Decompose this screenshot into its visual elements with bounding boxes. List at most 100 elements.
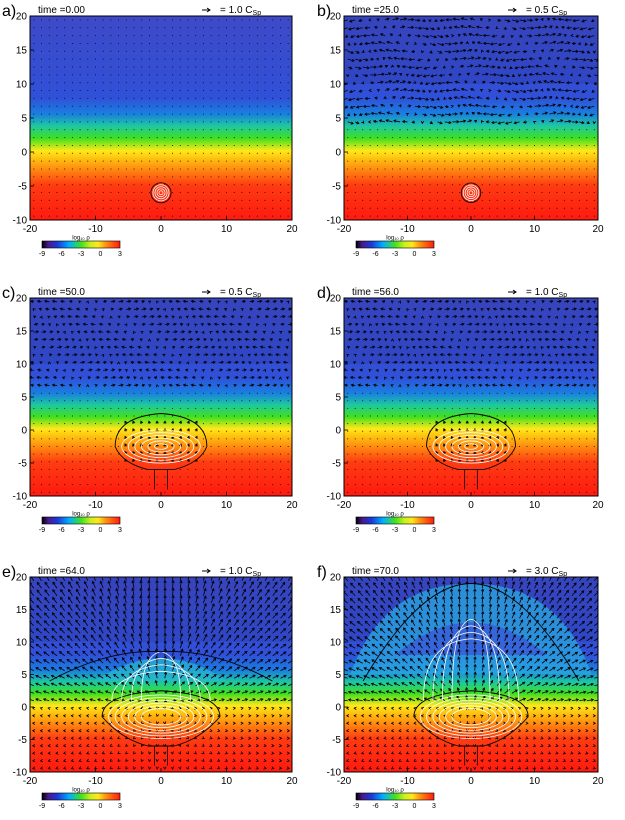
velocity-dot bbox=[392, 438, 394, 440]
velocity-dot bbox=[534, 468, 535, 470]
velocity-dot bbox=[384, 160, 386, 162]
velocity-arrow bbox=[439, 90, 445, 92]
velocity-arrowhead bbox=[188, 330, 192, 334]
velocity-dot bbox=[451, 184, 453, 186]
velocity-dot bbox=[118, 105, 120, 107]
velocity-arrowhead bbox=[469, 322, 473, 326]
velocity-arrowhead bbox=[196, 353, 201, 357]
velocity-dot bbox=[118, 19, 120, 21]
velocity-dot bbox=[118, 35, 120, 37]
velocity-dot bbox=[48, 491, 50, 493]
velocity-dot bbox=[102, 152, 104, 154]
velocity-dot bbox=[195, 42, 197, 44]
velocity-dot bbox=[399, 400, 401, 402]
velocity-dot bbox=[102, 129, 104, 131]
velocity-arrowhead bbox=[551, 337, 555, 342]
velocity-dot bbox=[95, 90, 96, 92]
velocity-dot bbox=[41, 152, 43, 154]
velocity-dot bbox=[241, 113, 243, 115]
velocity-arrowhead bbox=[549, 360, 553, 365]
velocity-dot bbox=[256, 407, 258, 409]
velocity-dot bbox=[141, 215, 143, 217]
velocity-arrowhead bbox=[52, 376, 57, 380]
velocity-arrowhead bbox=[132, 420, 136, 424]
velocity-dot bbox=[95, 461, 96, 463]
velocity-dot bbox=[210, 19, 212, 21]
velocity-arrow bbox=[438, 82, 445, 84]
velocity-arrowhead bbox=[220, 353, 224, 357]
velocity-arrowhead bbox=[532, 121, 537, 124]
velocity-dot bbox=[210, 461, 212, 463]
colorbar-tick-label: -3 bbox=[78, 527, 84, 534]
velocity-dot bbox=[241, 144, 243, 146]
velocity-dot bbox=[218, 160, 220, 162]
velocity-arrowhead bbox=[563, 323, 567, 327]
velocity-arrow bbox=[526, 19, 533, 21]
velocity-arrowhead bbox=[566, 383, 570, 387]
velocity-dot bbox=[48, 176, 50, 178]
velocity-arrowhead bbox=[283, 368, 288, 372]
velocity-arrowhead bbox=[458, 73, 462, 77]
velocity-arrowhead bbox=[517, 331, 521, 334]
velocity-dot bbox=[384, 453, 386, 455]
velocity-dot bbox=[110, 484, 112, 486]
velocity-dot bbox=[226, 42, 227, 44]
velocity-dot bbox=[148, 192, 150, 194]
velocity-dot bbox=[347, 484, 349, 486]
velocity-dot bbox=[287, 491, 289, 493]
velocity-arrowhead bbox=[566, 26, 570, 30]
velocity-dot bbox=[172, 137, 174, 139]
velocity-arrowhead bbox=[36, 375, 40, 380]
velocity-dot bbox=[95, 184, 96, 186]
velocity-dot bbox=[210, 160, 212, 162]
velocity-dot bbox=[210, 129, 212, 131]
velocity-arrowhead bbox=[488, 435, 492, 439]
velocity-dot bbox=[118, 74, 120, 76]
velocity-dot bbox=[195, 50, 197, 52]
velocity-dot bbox=[56, 453, 58, 455]
velocity-arrowhead bbox=[411, 49, 415, 54]
velocity-arrowhead bbox=[259, 345, 264, 349]
velocity-arrowhead bbox=[362, 353, 366, 357]
velocity-dot bbox=[33, 19, 35, 21]
velocity-arrowhead bbox=[566, 57, 570, 61]
velocity-dot bbox=[384, 423, 386, 425]
velocity-arrowhead bbox=[500, 315, 505, 319]
velocity-dot bbox=[362, 152, 364, 154]
velocity-dot bbox=[110, 58, 112, 60]
velocity-dot bbox=[241, 27, 243, 29]
velocity-dot bbox=[241, 176, 243, 178]
velocity-dot bbox=[429, 144, 431, 146]
velocity-dot bbox=[421, 199, 423, 201]
velocity-dot bbox=[71, 97, 73, 99]
velocity-dot bbox=[48, 407, 50, 409]
velocity-arrow bbox=[498, 121, 505, 124]
velocity-dot bbox=[414, 430, 416, 432]
velocity-dot bbox=[79, 137, 81, 139]
velocity-dot bbox=[429, 476, 431, 478]
velocity-arrowhead bbox=[503, 323, 507, 327]
velocity-arrowhead bbox=[209, 376, 214, 380]
velocity-dot bbox=[233, 215, 235, 217]
velocity-dot bbox=[233, 137, 235, 139]
velocity-dot bbox=[241, 184, 243, 186]
velocity-arrowhead bbox=[545, 33, 550, 37]
velocity-dot bbox=[164, 415, 166, 417]
velocity-dot bbox=[187, 484, 189, 486]
velocity-dot bbox=[179, 113, 181, 115]
velocity-dot bbox=[218, 461, 220, 463]
velocity-dot bbox=[504, 137, 506, 139]
velocity-arrow bbox=[414, 27, 422, 29]
velocity-dot bbox=[133, 50, 135, 52]
velocity-arrowhead bbox=[445, 57, 449, 62]
velocity-dot bbox=[71, 199, 73, 201]
velocity-arrow bbox=[519, 27, 526, 30]
velocity-dot bbox=[125, 215, 127, 217]
velocity-dot bbox=[133, 415, 135, 417]
velocity-arrowhead bbox=[387, 56, 391, 60]
velocity-arrowhead bbox=[155, 435, 159, 439]
velocity-arrowhead bbox=[436, 26, 441, 30]
colorbar-tick-label: -9 bbox=[39, 251, 45, 258]
velocity-dot bbox=[148, 74, 150, 76]
velocity-dot bbox=[218, 168, 220, 170]
